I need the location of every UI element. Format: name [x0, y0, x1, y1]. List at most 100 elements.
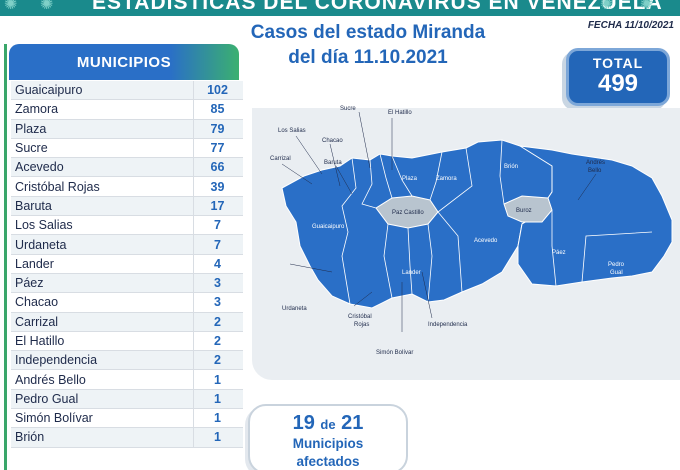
table-row: Lander 4: [11, 254, 243, 274]
label-carrizal: Carrizal: [270, 156, 291, 162]
label-andres-bello-1: Andrés: [586, 160, 605, 166]
label-sucre: Sucre: [340, 106, 356, 112]
table-row: Andrés Bello 1: [11, 370, 243, 390]
title-line-1: Casos del estado Miranda: [250, 22, 486, 43]
virus-icon: ✺: [600, 0, 614, 13]
municipio-name: Plaza: [15, 121, 47, 136]
virus-icon: ✺: [640, 0, 654, 13]
total-box: TOTAL 499: [566, 48, 670, 106]
table-row: Los Salias 7: [11, 216, 243, 236]
table-row: Zamora 85: [11, 100, 243, 120]
municipio-name: Sucre: [15, 141, 48, 156]
table-row: Guaicaipuro 102: [11, 81, 243, 101]
label-pedro-gual-1: Pedro: [608, 262, 625, 268]
municipio-name: Los Salias: [15, 218, 73, 233]
virus-icon: ✺: [4, 0, 18, 13]
municipio-name: Acevedo: [15, 160, 64, 175]
affected-count: 19: [292, 412, 315, 434]
label-cristobal-rojas-2: Rojas: [354, 322, 369, 328]
table-row: Plaza 79: [11, 119, 243, 139]
total-label: TOTAL: [592, 55, 644, 71]
label-independencia: Independencia: [428, 322, 468, 328]
affected-line-2: Municipios: [292, 436, 364, 451]
title-line-2: del día 11.10.2021: [288, 47, 448, 68]
municipio-cases: 77: [193, 138, 241, 158]
label-baruta: Baruta: [324, 160, 342, 166]
municipios-panel: MUNICIPIOS Guaicaipuro 102 Zamora 85 Plaza 79…: [4, 44, 243, 470]
municipio-cases: 7: [193, 216, 241, 235]
label-andres-bello-2: Bello: [588, 168, 602, 174]
municipio-name: Lander: [15, 256, 54, 271]
municipio-name: Carrizal: [15, 314, 59, 329]
label-acevedo: Acevedo: [474, 238, 498, 244]
affected-line-3: afectados: [296, 454, 360, 469]
affected-count-line: 19 de 21: [250, 412, 406, 435]
label-plaza: Plaza: [402, 176, 418, 182]
table-row: Chacao 3: [11, 293, 243, 313]
municipality-borders: [341, 139, 653, 305]
municipio-name: Páez: [15, 276, 44, 291]
municipio-cases: 4: [193, 254, 241, 273]
municipio-cases: 1: [193, 428, 241, 447]
table-row: Cristóbal Rojas 39: [11, 177, 243, 197]
banner-title: ESTADÍSTICAS DEL CORONAVIRUS EN VENEZUEL…: [92, 0, 663, 14]
map-region-buroz: [503, 195, 553, 223]
miranda-map: Sucre El Hatillo Los Salias Chacao Carri…: [270, 106, 673, 356]
municipio-cases: 39: [193, 177, 241, 196]
total-value: 499: [597, 70, 639, 97]
municipio-name: El Hatillo: [15, 334, 65, 348]
municipio-cases: 2: [193, 331, 241, 351]
table-row: Baruta 17: [11, 196, 243, 217]
label-simon-bolivar: Simón Bolívar: [376, 350, 413, 356]
table-row: El Hatillo 2: [11, 331, 243, 352]
label-chacao: Chacao: [322, 138, 343, 144]
municipio-name: Baruta: [15, 198, 52, 213]
label-urdaneta: Urdaneta: [282, 306, 307, 312]
table-row: Urdaneta 7: [11, 235, 243, 255]
label-paez: Páez: [552, 250, 566, 256]
table-row: Carrizal 2: [11, 312, 243, 332]
affected-de: de: [320, 417, 336, 432]
municipio-cases: 1: [193, 389, 241, 409]
municipio-name: Simón Bolívar: [15, 411, 93, 426]
municipio-name: Urdaneta: [15, 237, 67, 252]
table-row: Simón Bolívar 1: [11, 409, 243, 429]
label-lander: Lander: [402, 270, 421, 276]
top-banner: ✺ ✺ ESTADÍSTICAS DEL CORONAVIRUS EN VENE…: [0, 0, 680, 16]
affected-box: 19 de 21 Municipios afectados: [248, 404, 408, 470]
label-brion: Brión: [504, 164, 518, 170]
leader-lines: [281, 111, 597, 332]
municipio-cases: 1: [193, 370, 241, 389]
page-title: Casos del estado Miranda del día 11.10.2…: [236, 20, 500, 70]
affected-total: 21: [341, 412, 364, 434]
label-los-salias: Los Salias: [278, 128, 306, 134]
municipio-cases: 2: [193, 312, 241, 331]
municipio-cases: 2: [193, 351, 241, 370]
municipio-name: Cristóbal Rojas: [15, 179, 100, 194]
municipio-cases: 1: [193, 409, 241, 428]
table-row: Sucre 77: [11, 138, 243, 159]
municipio-name: Guaicaipuro: [15, 83, 83, 98]
label-cristobal-rojas-1: Cristóbal: [348, 314, 372, 320]
label-zamora: Zamora: [436, 176, 457, 182]
municipio-name: Brión: [15, 430, 45, 445]
table-row: Brión 1: [11, 428, 243, 448]
municipio-name: Pedro Gual: [15, 391, 79, 406]
municipios-list: Guaicaipuro 102 Zamora 85 Plaza 79 Sucre 77 Acev…: [11, 81, 243, 448]
table-row: Independencia 2: [11, 351, 243, 371]
municipio-name: Zamora: [15, 102, 59, 117]
municipio-cases: 66: [193, 158, 241, 177]
table-row: Páez 3: [11, 273, 243, 294]
municipios-header: MUNICIPIOS: [9, 44, 239, 80]
virus-icon: ✺: [40, 0, 54, 13]
municipio-cases: 17: [193, 196, 241, 216]
municipio-cases: 102: [193, 81, 241, 100]
municipio-cases: 3: [193, 273, 241, 293]
table-row: Acevedo 66: [11, 158, 243, 178]
municipio-cases: 7: [193, 235, 241, 254]
report-date: FECHA 11/10/2021: [587, 20, 674, 31]
label-pedro-gual-2: Gual: [610, 270, 623, 276]
table-row: Pedro Gual 1: [11, 389, 243, 410]
label-guaicaipuro: Guaicaipuro: [312, 224, 345, 230]
municipio-cases: 3: [193, 293, 241, 312]
